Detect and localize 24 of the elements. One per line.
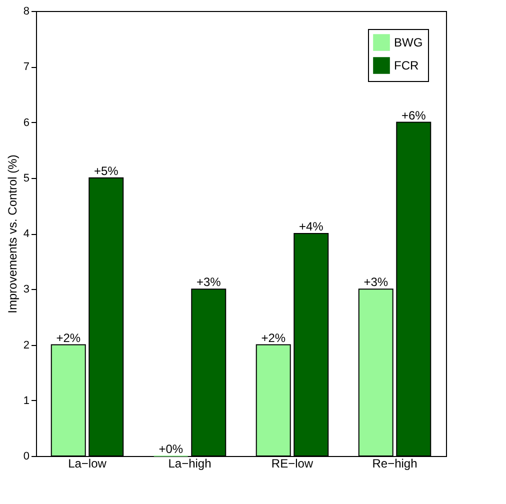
data-label: +3% — [196, 275, 222, 290]
y-tick-label: 1 — [23, 394, 30, 407]
data-label: +4% — [298, 220, 324, 234]
y-axis-title: Improvements vs. Control (%) — [5, 154, 20, 314]
y-tick-label: 7 — [23, 61, 30, 74]
data-label: +6% — [401, 108, 426, 122]
y-tick-label: 5 — [23, 172, 30, 184]
y-tick-label: 3 — [23, 284, 30, 296]
x-tick-label: La−high — [168, 456, 212, 470]
legend-label: FCR — [394, 58, 419, 72]
x-tick-label: Re−high — [372, 456, 418, 470]
x-tick-label: RE−low — [271, 456, 314, 470]
data-label: +2% — [261, 330, 286, 345]
data-label: +2% — [56, 330, 81, 345]
legend-label: BWG — [394, 36, 423, 50]
y-tick-label: 6 — [23, 116, 30, 129]
y-tick-label: 8 — [23, 6, 30, 18]
y-tick-label: 2 — [23, 339, 30, 352]
data-label: +0% — [158, 442, 184, 456]
data-label: +5% — [94, 164, 119, 178]
y-tick-label: 4 — [23, 228, 30, 240]
data-label: +3% — [364, 275, 388, 290]
x-tick-label: La−low — [68, 456, 107, 470]
y-tick-label: 0 — [23, 450, 30, 462]
